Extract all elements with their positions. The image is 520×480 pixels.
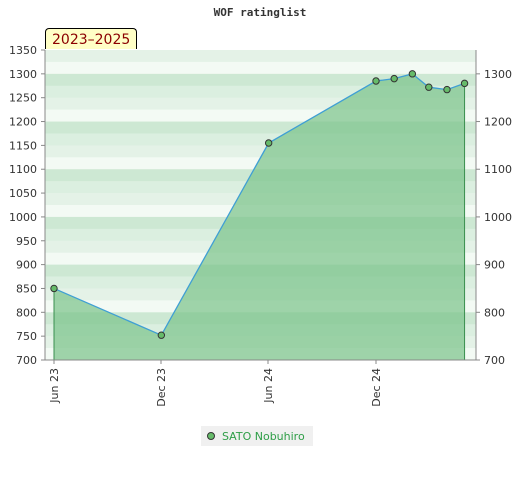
x-tick-label: Dec 24 — [370, 368, 383, 407]
background-band — [45, 50, 476, 63]
data-point — [50, 284, 58, 293]
data-point — [460, 79, 469, 88]
y-tick-label-left: 1050 — [9, 187, 37, 200]
y-tick-label-left: 950 — [16, 235, 37, 248]
legend-label: SATO Nobuhiro — [222, 429, 305, 443]
y-tick-label-left: 1250 — [9, 92, 37, 105]
chart-legend[interactable]: SATO Nobuhiro — [201, 426, 313, 446]
x-tick-label: Dec 23 — [155, 368, 168, 407]
y-tick-label-left: 1300 — [9, 68, 37, 81]
data-point — [425, 83, 433, 91]
x-tick-label: Jun 23 — [48, 368, 61, 404]
legend-marker-icon — [207, 432, 215, 440]
y-tick-label-right: 900 — [484, 259, 505, 272]
x-tick-label: Jun 24 — [262, 368, 275, 404]
y-tick-label-right: 1100 — [484, 163, 512, 176]
axes: 700 750 800 850 900 950 1000 1050 1100 1150 1200 12… — [9, 44, 512, 407]
y-tick-label-left: 700 — [16, 354, 37, 367]
y-tick-label-right: 700 — [484, 354, 505, 367]
y-tick-label-left: 1100 — [9, 163, 37, 176]
background-band — [45, 73, 476, 87]
data-points — [50, 70, 469, 339]
data-point — [408, 70, 417, 78]
y-tick-label-right: 800 — [484, 306, 505, 319]
chart-title: WOF ratinglist — [213, 6, 307, 19]
y-tick-label-right: 1200 — [484, 116, 512, 129]
data-point — [157, 331, 166, 339]
y-tick-label-left: 1150 — [9, 139, 37, 152]
period-badge: 2023–2025 — [45, 28, 138, 49]
y-tick-label-left: 900 — [16, 259, 37, 272]
y-tick-label-left: 800 — [16, 306, 37, 319]
y-tick-label-right: 1300 — [484, 68, 512, 81]
y-tick-label-left: 1350 — [9, 44, 37, 57]
y-tick-label-left: 850 — [16, 282, 37, 295]
y-tick-label-right: 1000 — [484, 211, 512, 224]
data-point — [443, 85, 451, 94]
data-point — [372, 77, 380, 85]
y-tick-label-left: 1200 — [9, 116, 37, 129]
series-area — [54, 73, 465, 360]
data-point — [390, 74, 398, 83]
y-tick-label-left: 1000 — [9, 211, 37, 224]
y-tick-label-left: 750 — [16, 330, 37, 343]
data-point — [264, 139, 273, 147]
background-band — [45, 61, 476, 75]
